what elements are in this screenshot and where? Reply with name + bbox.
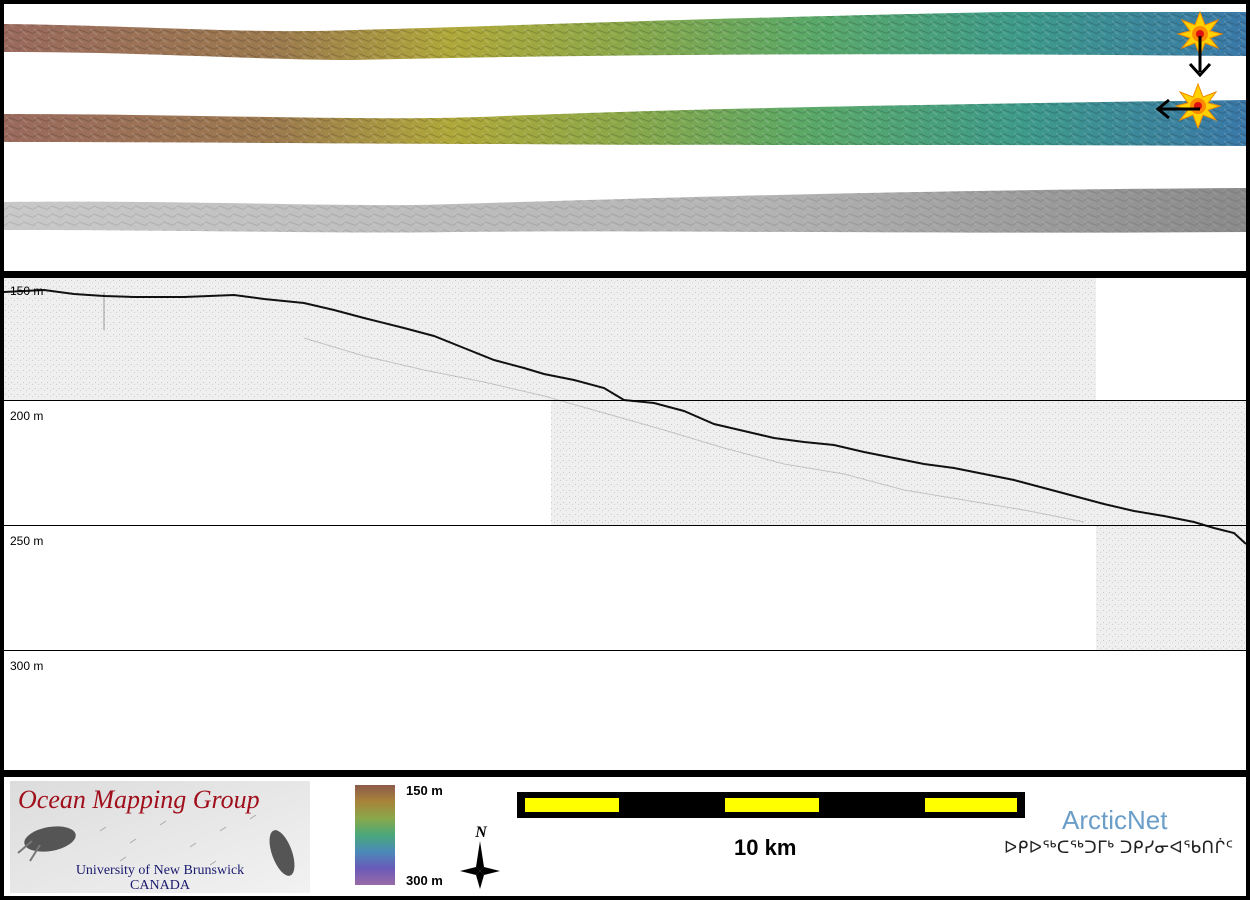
depth-gridline — [4, 400, 1246, 401]
depth-label-300: 300 m — [10, 659, 44, 673]
depth-label-200: 200 m — [10, 409, 44, 423]
seafloor-image-icon — [10, 781, 310, 893]
depth-gridline — [4, 525, 1246, 526]
ocean-mapping-group-logo: Ocean Mapping Group University of New Br… — [10, 781, 310, 893]
profile-window-1 — [4, 278, 1096, 400]
arcticnet-inuktitut-text: ᐅᑭᐅᖅᑕᖅᑐᒥᒃ ᑐᑭᓯᓂᐊᖃᑎᒌᑦ — [1004, 838, 1234, 857]
north-arrow-icon: N — [460, 824, 500, 889]
colorbar-top-label: 150 m — [406, 783, 443, 798]
seismic-profile — [4, 278, 1246, 650]
depth-colorbar — [355, 785, 395, 885]
seabed-reflector — [4, 288, 1246, 545]
depth-label-250: 250 m — [10, 534, 44, 548]
swath-map — [4, 10, 1246, 233]
profile-window-2 — [551, 400, 1246, 525]
depth-gridline — [4, 650, 1246, 651]
ocean-mapping-group-title: Ocean Mapping Group — [18, 785, 260, 814]
arrow-down-icon — [1188, 36, 1212, 78]
arrow-left-icon — [1155, 98, 1200, 120]
footer-panel: Ocean Mapping Group University of New Br… — [4, 777, 1246, 896]
arcticnet-logo: ArcticNet — [1062, 805, 1168, 835]
north-label: N — [474, 824, 488, 841]
scale-bar — [517, 792, 1025, 818]
country-name: CANADA — [130, 878, 190, 893]
profile-window-3 — [1096, 525, 1246, 650]
profile-panel: 150 m 200 m 250 m 300 m — [4, 278, 1246, 770]
colorbar-bottom-label: 300 m — [406, 873, 443, 888]
university-name: University of New Brunswick — [75, 863, 245, 878]
swath-panel — [4, 4, 1246, 271]
depth-label-150: 150 m — [10, 284, 44, 298]
scale-bar-label: 10 km — [734, 835, 797, 860]
